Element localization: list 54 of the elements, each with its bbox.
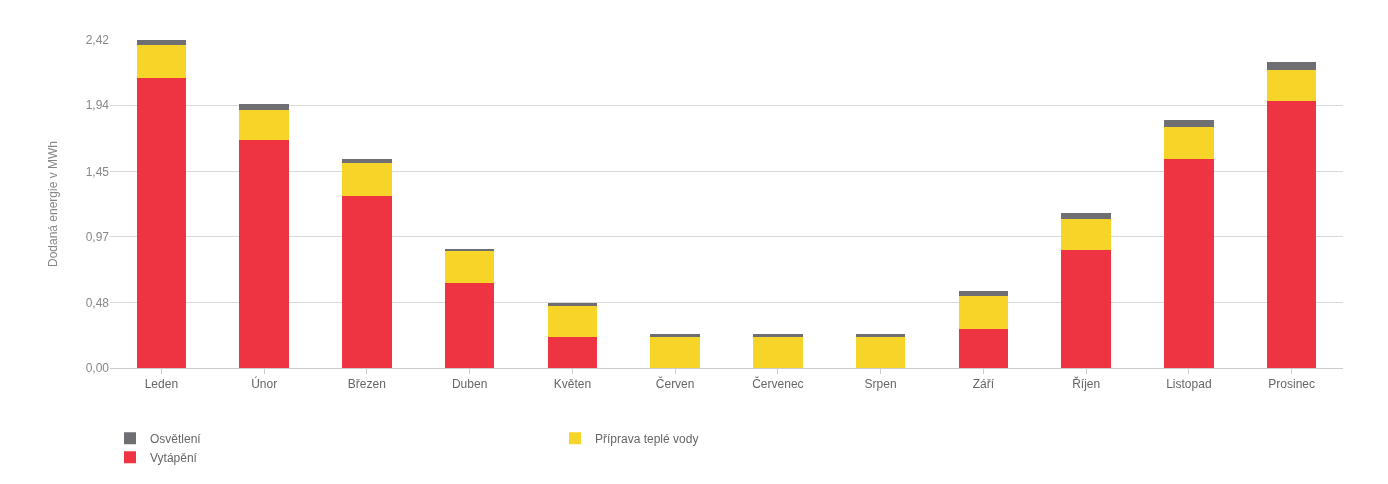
bar — [547, 305, 598, 337]
y-tick-label: 0,97 — [85, 229, 110, 244]
bar — [1061, 218, 1111, 251]
bar — [136, 40, 187, 46]
bar — [1164, 159, 1214, 368]
bar — [1164, 119, 1214, 127]
bar — [958, 328, 1009, 368]
bar — [1266, 61, 1317, 70]
bar — [342, 195, 392, 368]
bar — [239, 110, 289, 141]
x-tick-label: Květen — [553, 377, 592, 392]
bar — [753, 334, 803, 337]
bar — [958, 290, 1009, 297]
bar — [1164, 126, 1214, 160]
bar — [444, 282, 495, 368]
x-tick-label: Listopad — [1166, 377, 1212, 392]
bar — [136, 77, 187, 368]
y-tick-label: 2,42 — [85, 33, 110, 48]
bar — [239, 103, 289, 111]
bar — [547, 336, 598, 368]
bar — [753, 336, 803, 368]
bar — [650, 334, 700, 337]
bar — [1266, 100, 1317, 368]
bar — [1266, 69, 1317, 101]
x-tick-label: Červen — [655, 376, 695, 392]
y-tick-label: 1,94 — [85, 98, 110, 113]
y-tick-label: 0,48 — [85, 296, 110, 311]
y-tick-label: 0,00 — [85, 361, 110, 376]
bar — [958, 296, 1009, 329]
bar — [444, 251, 495, 283]
x-tick-label: Leden — [144, 377, 179, 392]
x-tick-label: Duben — [451, 377, 488, 392]
bar — [239, 140, 289, 368]
bar — [650, 336, 700, 368]
bar — [342, 163, 392, 196]
x-tick-label: Červenec — [752, 376, 804, 392]
bar — [342, 159, 392, 164]
x-tick-label: Srpen — [864, 377, 897, 392]
bar — [1061, 213, 1111, 219]
legend-label: Vytápění — [150, 450, 198, 465]
x-tick-label: Prosinec — [1268, 377, 1315, 392]
legend-label: Příprava teplé vody — [595, 431, 699, 446]
bar — [855, 336, 906, 368]
y-tick-label: 1,45 — [85, 164, 110, 179]
y-axis-title: Dodaná energie v MWh — [45, 140, 60, 268]
x-tick-label: Únor — [251, 376, 278, 392]
bar — [547, 302, 598, 306]
x-tick-label: Březen — [347, 377, 386, 392]
x-tick-label: Říjen — [1072, 376, 1101, 392]
legend-label: Osvětlení — [150, 431, 202, 446]
x-tick-label: Září — [972, 377, 995, 392]
bar — [136, 45, 187, 78]
bar — [855, 334, 906, 337]
bar — [1061, 250, 1111, 368]
